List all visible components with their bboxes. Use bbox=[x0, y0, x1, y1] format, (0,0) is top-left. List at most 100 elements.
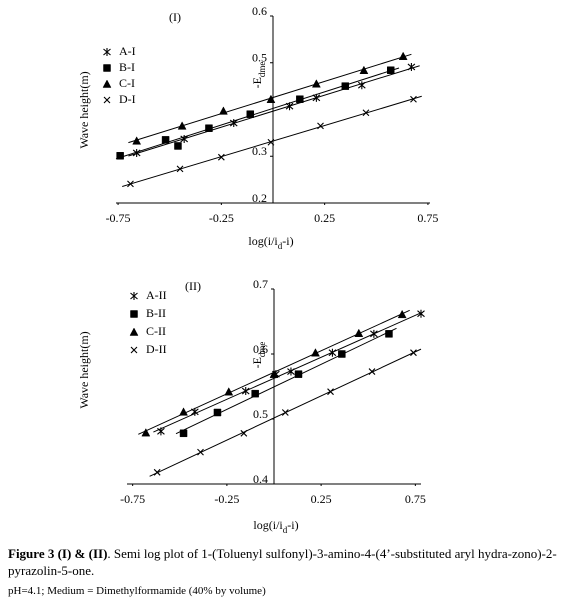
legend-marker bbox=[103, 64, 111, 72]
data-point bbox=[246, 110, 255, 118]
legend-label: B-I bbox=[119, 60, 135, 74]
data-point bbox=[240, 429, 248, 437]
data-point bbox=[397, 309, 407, 319]
data-point bbox=[116, 152, 124, 160]
y-tick-label: 0.2 bbox=[252, 191, 267, 205]
data-point bbox=[398, 51, 408, 60]
data-point bbox=[141, 428, 151, 437]
data-point bbox=[338, 350, 346, 358]
legend-marker bbox=[130, 310, 138, 318]
data-point bbox=[387, 66, 395, 74]
data-point bbox=[224, 387, 234, 396]
label-part: log(i/i bbox=[248, 234, 278, 248]
data-point bbox=[213, 408, 222, 417]
x-tick-label: -0.75 bbox=[106, 211, 131, 225]
x-tick-label: -0.75 bbox=[120, 492, 145, 506]
data-point bbox=[127, 180, 134, 188]
x-tick-label: 0.75 bbox=[417, 211, 438, 225]
data-point bbox=[267, 138, 275, 146]
data-point bbox=[179, 407, 188, 416]
legend-label: B-II bbox=[146, 306, 166, 320]
x-tick-label: 0.75 bbox=[405, 492, 426, 506]
data-point bbox=[179, 429, 188, 438]
data-point bbox=[266, 94, 276, 103]
label-part: dme bbox=[257, 342, 267, 358]
data-point bbox=[311, 348, 320, 357]
label-part: -E bbox=[250, 77, 264, 88]
data-point bbox=[296, 95, 304, 103]
data-point bbox=[219, 106, 228, 115]
caption: Figure 3 (I) & (II). Semi log plot of 1-… bbox=[8, 545, 570, 579]
data-point bbox=[161, 136, 170, 144]
label-part: d bbox=[283, 525, 288, 535]
y-tick-label: 0.7 bbox=[253, 277, 268, 291]
data-point bbox=[362, 109, 370, 117]
data-point bbox=[241, 387, 250, 396]
x-tick-label: -0.25 bbox=[209, 211, 234, 225]
data-point bbox=[176, 165, 184, 173]
data-point bbox=[311, 79, 321, 88]
legend-label: A-II bbox=[146, 288, 167, 302]
x-tick-label: -0.25 bbox=[214, 492, 239, 506]
data-point bbox=[410, 349, 417, 357]
y-tick-label: 0.6 bbox=[252, 4, 267, 18]
data-point bbox=[229, 119, 238, 128]
data-point bbox=[251, 389, 259, 398]
legend-marker bbox=[103, 48, 111, 56]
legend-label: A-I bbox=[119, 44, 136, 58]
data-point bbox=[281, 409, 289, 416]
data-point bbox=[294, 370, 303, 378]
data-point bbox=[132, 136, 142, 145]
data-point bbox=[157, 427, 165, 436]
legend-label: C-II bbox=[146, 324, 166, 338]
label-part: log(i/i bbox=[253, 518, 283, 532]
data-point bbox=[328, 348, 337, 357]
x-axis-title: log(i/id-i) bbox=[253, 518, 298, 535]
data-point bbox=[357, 81, 366, 90]
legend-marker bbox=[129, 327, 139, 336]
figure: (I)Wave height(m) -Edmelog(i/id-i)0.20.30… bbox=[77, 4, 439, 535]
chart-title: (I) bbox=[169, 10, 181, 24]
x-axis-title: log(i/id-i) bbox=[248, 234, 293, 251]
data-point bbox=[417, 309, 425, 318]
data-point bbox=[174, 142, 182, 150]
caption-label: Figure 3 (I) & (II) bbox=[8, 546, 108, 561]
data-point bbox=[370, 329, 378, 338]
y-tick-label: 0.3 bbox=[252, 144, 267, 158]
chart-title: (II) bbox=[185, 279, 201, 293]
legend-marker bbox=[103, 96, 111, 104]
data-point bbox=[341, 82, 350, 90]
label-part: d bbox=[278, 241, 283, 251]
legend-marker bbox=[130, 346, 138, 354]
legend-label: C-I bbox=[119, 76, 135, 90]
data-point bbox=[354, 328, 364, 337]
legend-marker bbox=[102, 79, 112, 88]
data-point bbox=[407, 62, 416, 71]
trend-line bbox=[128, 65, 420, 157]
data-point bbox=[385, 330, 393, 338]
legend-label: D-II bbox=[146, 342, 167, 356]
trend-line bbox=[175, 327, 397, 435]
trend-line bbox=[115, 67, 400, 160]
data-point bbox=[312, 93, 321, 102]
label-part: -i) bbox=[282, 234, 293, 248]
data-point bbox=[287, 367, 295, 376]
data-point bbox=[368, 368, 376, 375]
trend-line bbox=[153, 312, 422, 433]
y-tick-label: 0.6 bbox=[253, 342, 268, 356]
data-point bbox=[359, 65, 369, 74]
y-tick-label: 0.4 bbox=[253, 472, 268, 486]
data-point bbox=[410, 95, 417, 103]
data-point bbox=[217, 153, 225, 161]
legend-label: D-I bbox=[119, 92, 136, 106]
data-point bbox=[153, 468, 161, 476]
data-point bbox=[177, 121, 187, 130]
data-point bbox=[205, 124, 213, 132]
caption-note: pH=4.1; Medium = Dimethylformamide (40% … bbox=[8, 585, 266, 597]
x-tick-label: 0.25 bbox=[311, 492, 332, 506]
y-tick-label: 0.5 bbox=[252, 51, 267, 65]
y-annotation: -Edme bbox=[250, 62, 267, 89]
y-axis-title: Wave height(m) bbox=[77, 71, 91, 148]
data-point bbox=[269, 369, 279, 378]
